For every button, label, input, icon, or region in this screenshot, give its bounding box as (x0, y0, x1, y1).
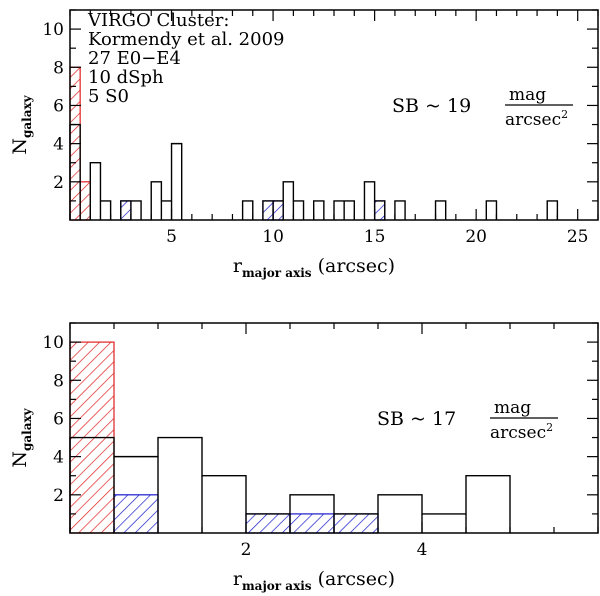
histogram-outline (69, 123, 559, 220)
x-tick-label: 5 (166, 227, 177, 247)
y-axis-label: Ngalaxy (9, 407, 34, 467)
y-tick-label: 8 (53, 58, 64, 78)
bar-blue (289, 513, 335, 534)
y-tick-label: 2 (53, 173, 64, 193)
panel-2: 2 4 2 4 6 8 10 rmajor axis (arcsec) Ngalaxy SB ~ … (9, 322, 599, 593)
bar-blue (245, 513, 291, 534)
legend-line: 27 E0−E4 (88, 48, 181, 69)
bar-red (79, 181, 91, 221)
sb-numerator: mag (494, 398, 531, 418)
x-tick-label: 15 (364, 227, 386, 247)
sb-label: SB ~ 17 (377, 408, 456, 430)
panel-1: 5 10 15 20 25 2 4 6 8 10 rmajor axis (arcsec) Ngala… (9, 9, 599, 280)
sb-label: SB ~ 19 (392, 95, 471, 117)
sb-annotation: SB ~ 17 mag arcsec2 (377, 398, 558, 443)
bar-blue (272, 200, 284, 221)
sb-denominator: arcsec2 (490, 421, 553, 443)
x-tick-label: 2 (241, 540, 252, 560)
bar-blue (262, 200, 274, 221)
x-tick-label: 20 (465, 227, 487, 247)
bar-blue (120, 200, 132, 221)
y-tick-label: 4 (53, 135, 64, 155)
x-axis-label: rmajor axis (arcsec) (233, 568, 395, 593)
y-tick-label: 10 (42, 20, 64, 40)
bar-blue (113, 494, 159, 534)
x-tick-label: 10 (262, 227, 284, 247)
legend-line: Kormendy et al. 2009 (88, 29, 284, 50)
x-tick-label: 25 (567, 227, 589, 247)
sb-numerator: mag (509, 85, 546, 105)
y-tick-label: 8 (53, 371, 64, 391)
sb-denominator: arcsec2 (505, 108, 568, 130)
y-tick-label: 6 (53, 96, 64, 116)
x-tick-label: 4 (417, 540, 428, 560)
x-axis-label: rmajor axis (arcsec) (233, 255, 395, 280)
sb-annotation: SB ~ 19 mag arcsec2 (392, 85, 573, 130)
y-axis-label: Ngalaxy (9, 94, 34, 154)
bar-blue (333, 513, 379, 534)
bar-blue (374, 200, 386, 221)
legend-dsph: 10 dSph (88, 67, 164, 88)
y-tick-label: 4 (53, 448, 64, 468)
y-tick-label: 2 (53, 486, 64, 506)
histogram-outline (69, 436, 511, 533)
y-tick-label: 6 (53, 409, 64, 429)
legend-line: VIRGO Cluster: (87, 10, 229, 31)
y-tick-label: 10 (42, 333, 64, 353)
legend-s0: 5 S0 (88, 86, 129, 107)
